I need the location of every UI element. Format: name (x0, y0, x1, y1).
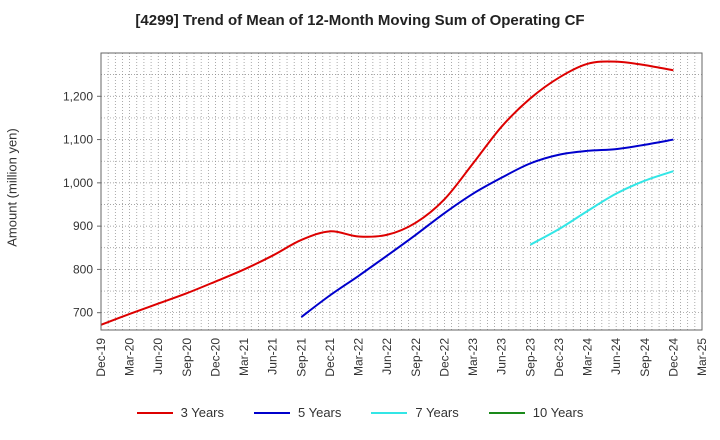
legend-item-7-years: 7 Years (371, 405, 459, 420)
legend-item-3-years: 3 Years (136, 405, 224, 420)
plot-frame (100, 52, 703, 331)
legend-label-5-years: 5 Years (298, 405, 342, 420)
legend-label-7-years: 7 Years (415, 405, 459, 420)
y-tick-label: 900 (73, 219, 93, 233)
series-line-7-years (529, 170, 674, 246)
x-tick-label: Sep-22 (409, 338, 423, 377)
x-tick-label: Sep-21 (294, 338, 308, 377)
x-tick-label: Dec-23 (552, 338, 566, 377)
x-tick-label: Sep-23 (523, 338, 537, 377)
grid-lines (101, 53, 702, 330)
y-tick-label: 1,200 (63, 89, 93, 103)
x-tick-label: Jun-20 (151, 338, 165, 375)
x-tick-label: Mar-23 (466, 338, 480, 376)
legend-swatch-5-years (254, 411, 290, 414)
series-line-5-years (300, 138, 674, 318)
legend-swatch-10-years (488, 411, 525, 414)
x-tick-label: Dec-20 (208, 338, 222, 377)
y-tick-label: 700 (73, 306, 93, 320)
series-line-3-years (100, 60, 674, 326)
y-tick-label: 1,000 (63, 176, 93, 190)
x-tick-label: Dec-19 (94, 338, 108, 377)
legend-swatch-3-years (136, 411, 173, 414)
legend-item-5-years: 5 Years (254, 405, 341, 420)
x-tick-label: Dec-24 (666, 338, 680, 377)
series-lines (100, 60, 674, 326)
legend-label-10-years: 10 Years (532, 405, 584, 420)
x-tick-labels: Dec-19 Mar-20 Jun-20 Sep-20 Dec-20 Mar-21 Jun-… (94, 338, 709, 377)
legend-item-10-years: 10 Years (488, 405, 584, 420)
chart-title: [4299] Trend of Mean of 12-Month Moving … (135, 12, 585, 29)
x-tick-label: Mar-21 (237, 338, 251, 376)
x-tick-label: Mar-22 (352, 338, 366, 376)
x-tick-label: Mar-24 (581, 338, 595, 376)
x-tick-label: Jun-22 (380, 338, 394, 375)
x-tick-label: Sep-20 (180, 338, 194, 377)
legend-swatch-7-years (371, 411, 408, 414)
x-tick-label: Jun-24 (609, 338, 623, 375)
x-tick-label: Mar-20 (123, 338, 137, 376)
legend-label-3-years: 3 Years (180, 405, 224, 420)
x-tick-label: Mar-25 (695, 338, 709, 376)
x-tick-label: Jun-21 (266, 338, 280, 375)
x-tick-label: Sep-24 (638, 338, 652, 377)
x-tick-label: Dec-22 (437, 338, 451, 377)
legend: 3 Years 5 Years 7 Years 10 Years (0, 405, 720, 420)
y-tick-label: 1,100 (63, 133, 93, 147)
x-tick-label: Dec-21 (323, 338, 337, 377)
y-tick-label: 800 (73, 262, 93, 276)
y-tick-labels: 700 800 900 1,000 1,100 1,200 (63, 89, 101, 320)
x-tick-label: Jun-23 (495, 338, 509, 375)
